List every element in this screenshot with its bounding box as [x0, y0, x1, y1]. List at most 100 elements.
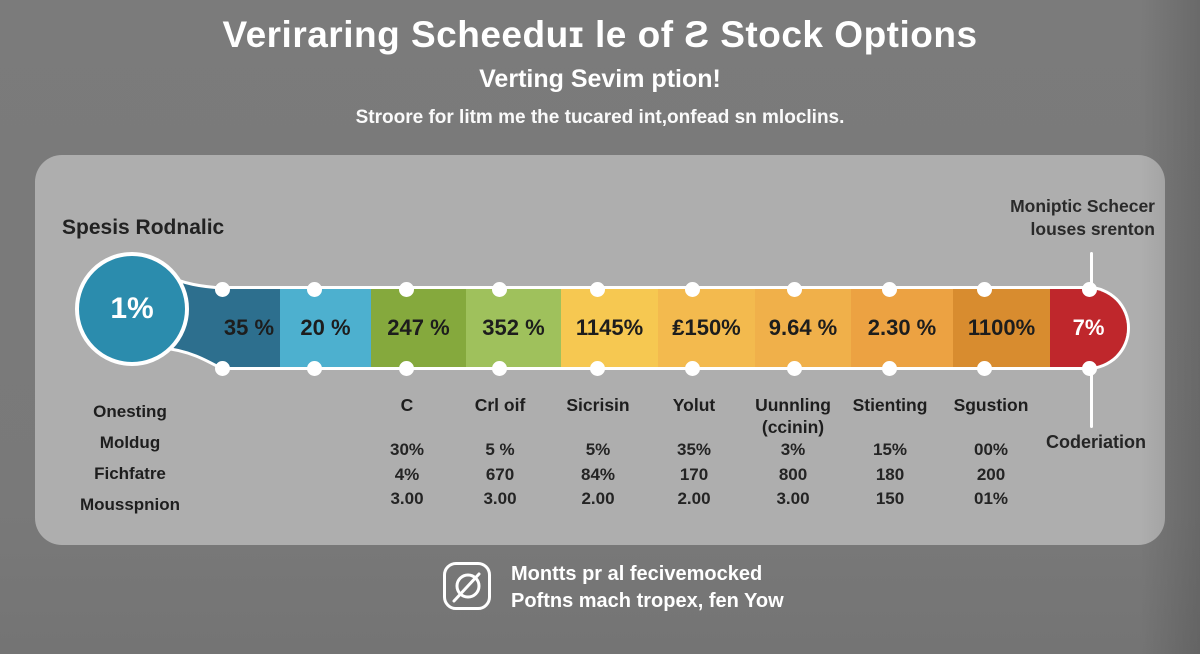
column-value: 5 % [485, 440, 515, 459]
column-header-line: (ccinin) [761, 417, 825, 437]
column-header-line: Sicrisin [566, 395, 630, 415]
end-note-line1: Moniptic Schecer [1010, 196, 1155, 216]
milestone-dot [1082, 361, 1097, 376]
column-value: 01% [973, 489, 1009, 508]
column-line: Onesting [93, 402, 167, 421]
data-column: Yolut 35% 170 2.00 [632, 394, 756, 512]
column-header: Uunnling (ccinin) [731, 394, 855, 438]
column-value: 200 [976, 464, 1006, 484]
milestone-dot [307, 282, 322, 297]
milestone-dot [787, 361, 802, 376]
slashed-circle-icon [443, 562, 491, 610]
column-value: 30% [389, 440, 425, 459]
end-bottom-label: Coderiation [1045, 432, 1146, 452]
column-values: 5% 84% 2.00 [536, 438, 660, 512]
column-value: 84% [580, 464, 616, 484]
data-column: Uunnling (ccinin) 3% 800 3.00 [731, 394, 855, 512]
page-subtitle: Verting Sevim ption! [479, 65, 721, 93]
milestone-dot [399, 361, 414, 376]
timeline-segment: ₤150% [658, 289, 755, 367]
header: Veriraring Scheeduɪ le of Ƨ Stock Option… [0, 14, 1200, 129]
page-title: Veriraring Scheeduɪ le of Ƨ Stock Option… [222, 14, 978, 55]
timeline-bar: 35 % 20 % 247 % 352 % 1145% ₤150% 9.64 %… [218, 286, 1130, 370]
timeline-segment: 9.64 % [755, 289, 851, 367]
milestone-dot [787, 282, 802, 297]
column-value: 2.00 [677, 489, 711, 508]
milestone-dot [685, 361, 700, 376]
column-value: 5% [585, 440, 611, 459]
column-header: Crl oif [438, 394, 562, 438]
timeline-segment: 20 % [280, 289, 371, 367]
end-note-line2: louses srenton [1030, 219, 1155, 239]
timeline-segment: 1100% [953, 289, 1050, 367]
column-line: Mousspnion [79, 495, 181, 514]
column-header-line: Yolut [672, 395, 716, 415]
milestone-dot [882, 282, 897, 297]
footer-text: Montts pr al fecivemocked Poftns mach tr… [511, 561, 784, 615]
column-values: 5 % 670 3.00 [438, 438, 562, 512]
milestone-dot [882, 361, 897, 376]
page-tagline: Stroore for litm me the tucared int,onfe… [355, 107, 845, 128]
milestone-dot [399, 282, 414, 297]
milestone-dot [590, 361, 605, 376]
column-value: 170 [679, 464, 709, 484]
timeline-segment-end: 7% [1050, 289, 1127, 367]
column-values: 30% 4% 3.00 [345, 438, 469, 512]
milestone-dot [215, 282, 230, 297]
column-line: Fichfatre [94, 464, 166, 483]
column-value: 3.00 [776, 489, 810, 508]
footer-line1: Montts pr al fecivemocked [511, 563, 763, 585]
connector-line-bottom [1090, 372, 1093, 428]
milestone-dot [977, 282, 992, 297]
column-value: 670 [485, 464, 515, 484]
timeline-segment: 35 % [218, 289, 280, 367]
column-header: Sgustion [929, 394, 1053, 438]
timeline-segment: 2.30 % [851, 289, 953, 367]
column-header: Yolut [632, 394, 756, 438]
column-value: 800 [778, 464, 808, 484]
milestone-dot [977, 361, 992, 376]
column-line: Moldug [99, 433, 161, 452]
timeline-segment: 352 % [466, 289, 561, 367]
start-circle-value: 1% [110, 292, 154, 325]
column-values: 00% 200 01% [929, 438, 1053, 512]
timeline-segment: 1145% [561, 289, 658, 367]
milestone-dot [215, 361, 230, 376]
end-note: Moniptic Schecer louses srenton [950, 195, 1155, 241]
milestone-dot [685, 282, 700, 297]
column-header-line: C [400, 395, 414, 415]
column-header: C [345, 394, 469, 438]
data-column: Sgustion 00% 200 01% [929, 394, 1053, 512]
start-label: Spesis Rodnalic [62, 216, 225, 239]
column-header-line: Stienting [852, 395, 928, 415]
column-value: 150 [875, 489, 905, 508]
column-value: 4% [394, 464, 420, 484]
column-value: 180 [875, 464, 905, 484]
data-column: Sicrisin 5% 84% 2.00 [536, 394, 660, 512]
column-value: 2.00 [581, 489, 615, 508]
footer-line2: Poftns mach tropex, fen Yow [511, 590, 784, 612]
column-header: Sicrisin [536, 394, 660, 438]
column-start-labels: Onesting Moldug Fichfatre Mousspnion [50, 396, 210, 520]
column-value: 3.00 [390, 489, 424, 508]
data-column: Stienting 15% 180 150 [828, 394, 952, 512]
connector-line-top [1090, 252, 1093, 287]
start-circle: 1% [75, 252, 189, 366]
column-values: 3% 800 3.00 [731, 438, 855, 512]
data-column: C 30% 4% 3.00 [345, 394, 469, 512]
data-column: Crl oif 5 % 670 3.00 [438, 394, 562, 512]
column-value: 00% [973, 440, 1009, 459]
column-values: 35% 170 2.00 [632, 438, 756, 512]
column-header-line: Crl oif [474, 395, 526, 415]
column-value: 35% [676, 440, 712, 459]
column-header-line: Sgustion [953, 395, 1029, 415]
milestone-dot [307, 361, 322, 376]
column-header: Stienting [828, 394, 952, 438]
milestone-dot [492, 361, 507, 376]
column-header-line: Uunnling [755, 395, 831, 415]
column-value: 3.00 [483, 489, 517, 508]
milestone-dot [1082, 282, 1097, 297]
milestone-dot [590, 282, 605, 297]
column-value: 3% [780, 440, 806, 459]
